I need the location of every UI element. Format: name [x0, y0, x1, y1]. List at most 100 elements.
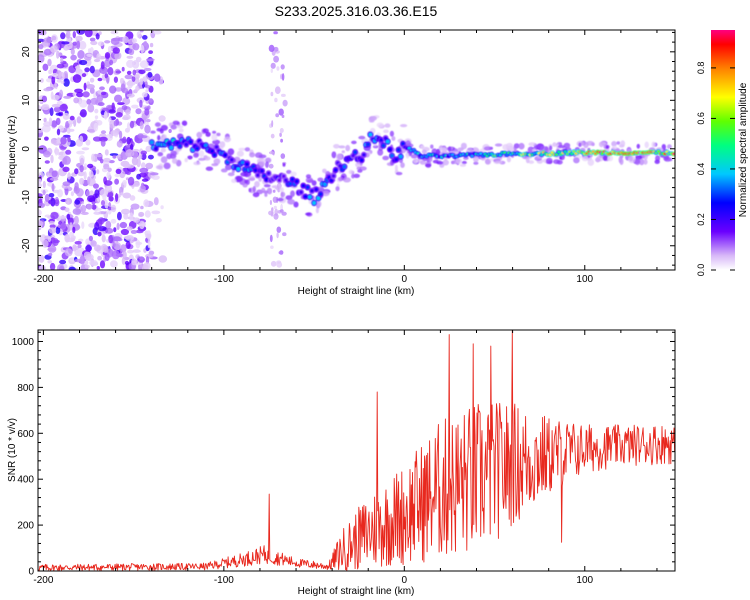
noise-blob	[56, 63, 65, 69]
noise-blob	[110, 260, 118, 268]
noise-blob	[38, 177, 42, 185]
noise-blob	[38, 265, 47, 270]
noise-blob	[72, 74, 82, 83]
trace-halo	[220, 168, 228, 173]
trace-halo	[376, 122, 384, 128]
noise-blob	[104, 52, 111, 59]
trace-halo	[285, 195, 293, 201]
noise-blob	[148, 98, 153, 103]
noise-blob	[136, 173, 142, 180]
noise-blob	[141, 178, 149, 182]
noise-blob	[62, 166, 70, 172]
noise-blob	[94, 108, 99, 114]
noise-blob	[129, 195, 136, 201]
noise-blob	[76, 150, 85, 155]
trace-core	[412, 148, 416, 152]
noise-blob	[67, 217, 74, 226]
noise-blob	[51, 94, 60, 101]
noise-blob	[74, 241, 82, 245]
noise-blob	[106, 171, 111, 179]
trace-core	[149, 140, 154, 145]
noise-blob	[125, 109, 131, 115]
snr-line	[38, 330, 675, 571]
trace-halo	[605, 145, 609, 149]
trace-halo	[581, 155, 589, 162]
noise-blob	[65, 149, 72, 155]
trace-halo	[506, 156, 511, 163]
noise-blob	[115, 70, 122, 74]
noise-blob	[139, 30, 144, 33]
trace-core	[366, 142, 371, 147]
trace-halo	[611, 145, 618, 150]
noise-blob	[108, 235, 114, 244]
trace-core	[243, 167, 247, 172]
trace-halo	[583, 141, 589, 149]
trace-core	[154, 147, 158, 151]
noise-blob	[48, 220, 55, 225]
trace-halo	[205, 131, 211, 137]
noise-blob	[88, 235, 93, 242]
trace-halo	[293, 201, 299, 208]
x-tick-label: -200	[33, 274, 53, 285]
trace-halo	[455, 158, 463, 165]
noise-blob	[104, 253, 110, 261]
noise-blob	[90, 240, 97, 247]
noise-blob	[76, 30, 86, 35]
noise-blob	[74, 168, 79, 175]
trace-halo	[439, 147, 447, 152]
y-tick-label: 20	[21, 46, 32, 58]
noise-blob	[92, 136, 102, 142]
trace-halo	[587, 158, 595, 166]
y-tick-label: 0	[21, 146, 32, 152]
noise-blob	[108, 196, 114, 202]
trace-halo	[181, 120, 188, 126]
noise-blob	[131, 76, 136, 82]
noise-blob	[87, 103, 95, 113]
noise-blob	[126, 170, 131, 175]
noise-blob	[112, 154, 117, 159]
noise-blob	[97, 231, 102, 237]
noise-blob	[126, 122, 131, 131]
trace-halo	[634, 158, 641, 166]
noise-blob	[93, 211, 102, 215]
noise-blob	[117, 211, 122, 221]
trace-core	[388, 147, 392, 152]
noise-blob	[73, 215, 79, 225]
trace-halo	[448, 146, 452, 153]
noise-blob	[282, 99, 288, 107]
trace-halo	[252, 185, 256, 193]
noise-blob	[276, 226, 282, 233]
trace-halo	[238, 147, 246, 151]
trace-halo	[211, 163, 219, 167]
trace-halo	[635, 155, 643, 160]
noise-blob	[122, 192, 132, 199]
noise-blob	[95, 33, 100, 40]
trace-halo	[170, 150, 177, 156]
trace-core	[214, 145, 219, 149]
trace-core	[362, 153, 366, 157]
noise-blob	[79, 255, 86, 265]
trace-halo	[160, 124, 168, 131]
noise-blob	[69, 222, 73, 231]
noise-blob	[115, 193, 119, 202]
noise-blob	[49, 107, 54, 117]
noise-blob	[276, 66, 280, 71]
noise-blob	[122, 36, 129, 44]
noise-blob	[82, 91, 90, 98]
trace-core	[212, 153, 217, 157]
noise-blob	[79, 59, 88, 66]
y-tick-label: 800	[17, 383, 34, 394]
noise-blob	[69, 115, 75, 121]
noise-blob	[144, 210, 151, 218]
trace-halo	[211, 133, 218, 141]
noise-blob	[49, 45, 58, 53]
trace-halo	[345, 144, 351, 152]
noise-blob	[86, 189, 90, 197]
noise-blob	[270, 91, 274, 97]
noise-blob	[72, 226, 76, 234]
trace-core	[245, 162, 249, 167]
noise-blob	[38, 220, 44, 227]
noise-blob	[139, 78, 144, 85]
noise-blob	[127, 176, 135, 186]
noise-blob	[43, 117, 47, 123]
